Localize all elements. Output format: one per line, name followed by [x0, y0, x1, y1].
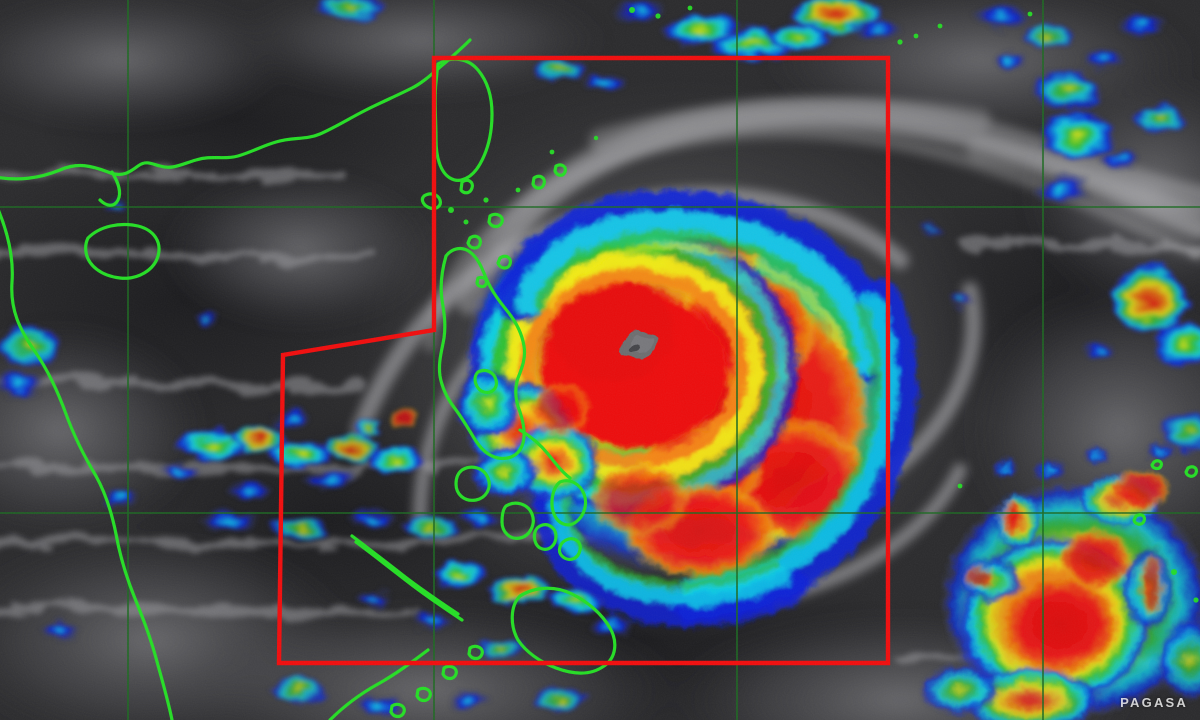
storm-eye [620, 331, 656, 359]
